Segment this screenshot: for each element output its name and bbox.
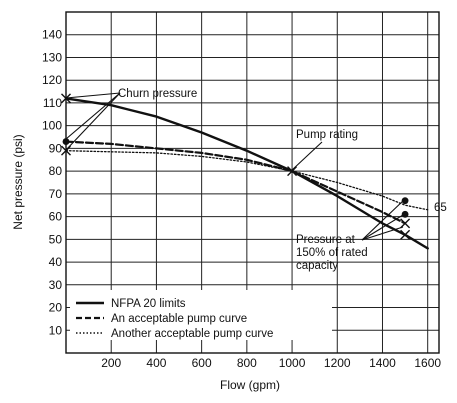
pressure-150-label-line2: 150% of rated: [296, 247, 368, 259]
y-tick-label: 110: [43, 96, 62, 110]
x-tick-label: 600: [192, 356, 212, 370]
y-tick-label: 130: [42, 50, 62, 64]
marker-x: [400, 218, 411, 229]
p150-leader-3: [361, 226, 404, 241]
tick-labels: 10 20 30 40 50 60 70 80 90 100 110 120 130 140 200 400 6…: [42, 28, 441, 370]
series-line-2: [65, 150, 429, 211]
x-axis-title: Flow (gpm): [220, 378, 280, 392]
y-tick-label: 100: [42, 119, 62, 133]
y-tick-label: 30: [49, 278, 63, 292]
pressure-150-label-line1: Pressure at: [296, 234, 356, 246]
marker-x: [287, 166, 298, 177]
markers: [61, 93, 411, 240]
y-tick-label: 140: [42, 28, 62, 42]
plot-frame: [65, 11, 440, 354]
y-axis-title: Net pressure (psi): [11, 134, 25, 229]
series-line-1: [64, 140, 407, 225]
x-tick-label: 800: [237, 356, 257, 370]
legend-label-another: Another acceptable pump curve: [111, 328, 273, 340]
y-tick-label: 50: [49, 232, 63, 246]
y-tick-label: 70: [49, 187, 63, 201]
y-tick-label: 20: [49, 301, 63, 315]
y-tick-label: 10: [49, 323, 63, 337]
churn-leader-2: [65, 92, 121, 140]
series-lines: [64, 97, 429, 250]
y-tick-label: 120: [42, 73, 62, 87]
marker-x: [400, 229, 411, 240]
legend-label-acceptable: An acceptable pump curve: [111, 313, 247, 325]
x-tick-label: 1200: [324, 356, 351, 370]
series-line-0: [64, 97, 429, 250]
churn-leader-1: [65, 92, 121, 99]
y-tick-label: 80: [49, 164, 63, 178]
legend-box: [70, 290, 332, 340]
x-tick-label: 1600: [414, 356, 441, 370]
churn-pressure-label: Churn pressure: [118, 88, 197, 100]
y-tick-label: 60: [49, 210, 63, 224]
p150-leader-1: [361, 198, 406, 241]
grid: [66, 12, 439, 353]
churn-leader-3: [65, 92, 121, 151]
x-tick-label: 1400: [369, 356, 396, 370]
marker-dot: [401, 197, 409, 205]
y-tick-label: 90: [49, 141, 63, 155]
marker-dot: [401, 210, 409, 218]
x-tick-label: 1000: [279, 356, 306, 370]
annotation-leaders: [65, 92, 406, 241]
p150-leader-2: [361, 214, 404, 241]
y-tick-label: 40: [49, 255, 63, 269]
legend: NFPA 20 limits An acceptable pump curve …: [70, 290, 332, 340]
x-tick-label: 200: [101, 356, 121, 370]
rating-leader: [291, 141, 323, 171]
pressure-150-label-line3: capacity: [296, 260, 338, 272]
pump-rating-label: Pump rating: [296, 129, 358, 141]
x-tick-label: 400: [146, 356, 166, 370]
value-65-label: 65: [434, 202, 447, 214]
legend-label-nfpa: NFPA 20 limits: [111, 298, 186, 310]
